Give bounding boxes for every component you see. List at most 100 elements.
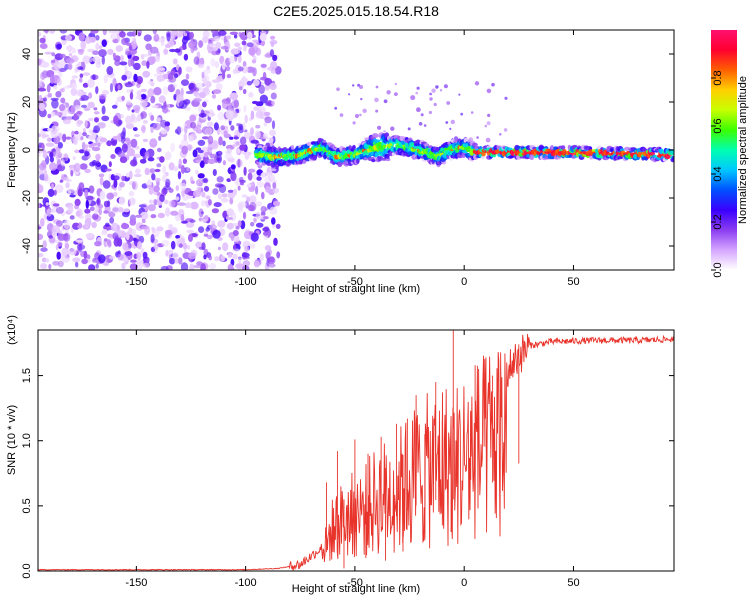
sparse-point — [503, 128, 508, 132]
noise-speckle — [189, 31, 195, 39]
noise-speckle — [38, 87, 47, 92]
noise-speckle — [252, 67, 257, 77]
noise-speckle — [233, 244, 237, 250]
noise-speckle — [180, 139, 189, 148]
sparse-point — [470, 111, 474, 114]
noise-speckle — [201, 136, 209, 140]
noise-speckle — [164, 151, 172, 161]
sparse-point — [348, 93, 351, 96]
noise-speckle — [212, 89, 222, 94]
noise-speckle — [247, 31, 253, 40]
noise-speckle — [231, 248, 241, 252]
noise-speckle — [193, 97, 202, 103]
noise-speckle — [253, 39, 260, 48]
noise-speckle — [121, 37, 129, 46]
noise-speckle — [68, 248, 77, 256]
noise-speckle — [51, 99, 59, 109]
noise-speckle — [57, 77, 62, 86]
ridge-blob — [670, 149, 674, 155]
noise-speckle — [142, 70, 151, 78]
noise-speckle — [200, 200, 206, 207]
noise-speckle — [51, 52, 56, 57]
noise-speckle — [142, 138, 149, 143]
noise-speckle — [265, 251, 271, 260]
y-tick-label: 1.0 — [21, 433, 33, 448]
noise-speckle — [183, 53, 189, 61]
noise-speckle — [38, 253, 44, 258]
ridge-blob — [290, 145, 295, 150]
noise-speckle — [226, 208, 234, 217]
noise-speckle — [197, 63, 205, 69]
noise-speckle — [197, 139, 206, 146]
noise-speckle — [136, 90, 142, 97]
noise-speckle — [121, 74, 127, 81]
noise-speckle — [184, 125, 188, 134]
sparse-point — [420, 113, 424, 117]
noise-speckle — [113, 237, 120, 247]
noise-speckle — [74, 149, 80, 154]
noise-speckle — [95, 153, 101, 161]
noise-speckle — [149, 138, 158, 148]
noise-speckle — [144, 151, 150, 159]
noise-speckle — [250, 232, 259, 242]
noise-speckle — [119, 31, 126, 38]
noise-speckle — [84, 189, 89, 198]
noise-speckle — [109, 83, 114, 93]
noise-speckle — [40, 72, 46, 80]
ridge-blob — [480, 155, 485, 160]
noise-speckle — [74, 130, 79, 135]
sparse-point — [386, 90, 391, 95]
noise-speckle — [188, 252, 197, 260]
noise-speckle — [218, 136, 223, 146]
noise-speckle — [95, 35, 100, 41]
noise-speckle — [238, 86, 243, 91]
noise-speckle — [175, 196, 180, 201]
noise-speckle — [160, 128, 168, 135]
noise-speckle — [190, 121, 197, 129]
ridge-blob — [351, 145, 356, 150]
noise-speckle — [147, 157, 155, 162]
noise-speckle — [130, 89, 134, 93]
noise-speckle — [77, 61, 82, 67]
noise-speckle — [100, 164, 108, 173]
spectrogram-y-label: Frequency (Hz) — [6, 112, 18, 188]
noise-speckle — [113, 178, 118, 188]
noise-speckle — [96, 199, 100, 205]
noise-speckle — [232, 253, 238, 260]
noise-speckle — [117, 253, 124, 261]
noise-speckle — [181, 30, 186, 34]
noise-speckle — [136, 76, 144, 84]
noise-speckle — [233, 235, 240, 243]
noise-speckle — [143, 34, 152, 42]
noise-speckle — [95, 86, 99, 95]
noise-speckle — [103, 200, 110, 208]
noise-speckle — [150, 214, 157, 219]
noise-speckle — [103, 74, 108, 84]
colorbar-tick-label: 0.0 — [712, 262, 724, 277]
noise-speckle — [92, 74, 96, 81]
noise-speckle — [203, 233, 209, 237]
noise-speckle — [76, 244, 86, 250]
sparse-point — [352, 84, 355, 87]
noise-speckle — [220, 45, 229, 50]
noise-speckle — [189, 263, 195, 270]
noise-speckle — [165, 250, 169, 257]
sparse-point — [339, 113, 344, 117]
noise-speckle — [212, 188, 219, 195]
noise-speckle — [52, 260, 60, 266]
noise-speckle — [81, 141, 86, 151]
noise-speckle — [138, 204, 147, 208]
noise-speckle — [229, 136, 234, 140]
noise-speckle — [88, 117, 94, 122]
noise-speckle — [38, 82, 43, 87]
noise-speckle — [175, 235, 181, 239]
noise-speckle — [133, 62, 141, 71]
noise-speckle — [40, 217, 45, 227]
noise-speckle — [140, 93, 147, 100]
noise-speckle — [202, 87, 211, 96]
noise-speckle — [129, 218, 137, 226]
noise-speckle — [99, 137, 107, 143]
noise-speckle — [173, 166, 179, 172]
noise-speckle — [184, 202, 192, 209]
noise-speckle — [117, 84, 121, 90]
